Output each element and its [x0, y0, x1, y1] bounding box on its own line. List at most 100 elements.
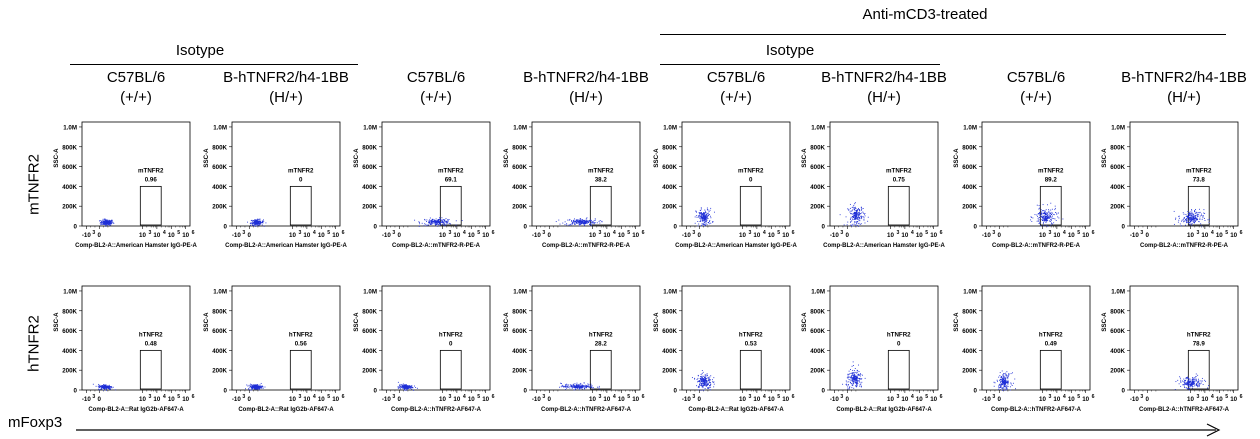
event-dot — [441, 221, 443, 223]
gate-value: 0 — [449, 340, 453, 347]
event-dot — [701, 376, 702, 378]
event-dot — [1044, 210, 1046, 212]
event-dot — [1185, 218, 1187, 220]
event-dot — [589, 223, 591, 225]
event-dot — [700, 383, 702, 385]
event-dot — [110, 386, 112, 388]
gate-value: 0 — [897, 340, 901, 347]
event-dot — [854, 379, 856, 381]
event-dot — [406, 385, 408, 387]
x-tick-label: 0 — [548, 232, 552, 239]
event-dot — [1055, 220, 1057, 221]
x-tick-label: 10 — [468, 396, 475, 403]
event-dot — [856, 372, 858, 374]
event-dot — [1194, 215, 1196, 217]
event-dot — [577, 384, 579, 386]
event-dot — [431, 219, 433, 221]
y-tick-label: 800K — [512, 308, 527, 315]
event-dot — [856, 217, 858, 219]
event-dot — [1194, 221, 1196, 223]
event-dot — [855, 209, 857, 211]
event-dot — [581, 220, 583, 222]
x-tick-label: 0 — [998, 396, 1002, 403]
event-dot — [856, 214, 857, 216]
event-dot — [854, 377, 855, 379]
event-dot — [1048, 210, 1050, 212]
event-dot — [577, 222, 579, 224]
event-dot — [1038, 223, 1040, 225]
event-dot — [1191, 210, 1193, 212]
event-dot — [1178, 215, 1180, 217]
event-dot — [1050, 219, 1052, 220]
event-dot — [103, 387, 105, 389]
event-dot — [408, 387, 410, 389]
y-tick-label: 1.0M — [363, 288, 377, 295]
event-dot — [590, 220, 592, 222]
event-dot — [259, 224, 261, 226]
event-dot — [111, 222, 113, 224]
event-dot — [402, 383, 404, 385]
event-dot — [846, 384, 848, 386]
event-dot — [860, 206, 862, 208]
event-dot — [592, 388, 594, 390]
event-dot — [859, 214, 861, 216]
event-dot — [403, 389, 405, 391]
gate — [887, 349, 910, 390]
event-dot — [405, 385, 407, 387]
event-dot — [699, 383, 700, 385]
event-dot — [570, 384, 572, 386]
event-dot — [582, 385, 584, 387]
event-dot — [103, 384, 105, 386]
event-dot — [1197, 215, 1199, 217]
event-dot — [855, 385, 857, 386]
event-dot — [851, 372, 853, 374]
event-dot — [587, 383, 589, 385]
event-dot — [589, 220, 591, 222]
event-dot — [859, 213, 861, 214]
event-dot — [1047, 217, 1049, 219]
x-tick-exponent: 3 — [1048, 394, 1051, 400]
event-dot — [576, 222, 578, 224]
event-dot — [437, 220, 439, 221]
event-dot — [103, 389, 105, 391]
event-dot — [1189, 212, 1191, 214]
event-dot — [405, 389, 407, 391]
event-dot — [435, 223, 437, 225]
event-dot — [852, 209, 853, 211]
event-dot — [437, 224, 439, 225]
event-dot — [701, 214, 703, 215]
x-tick-exponent: 5 — [477, 230, 480, 236]
event-dot — [856, 210, 858, 212]
event-dot — [258, 223, 260, 225]
event-dot — [579, 218, 581, 220]
x-tick-label: 10 — [289, 396, 296, 403]
event-dot — [1042, 220, 1044, 221]
event-dot — [257, 387, 259, 389]
event-dot — [696, 211, 697, 213]
event-dot — [261, 386, 263, 388]
event-dot — [705, 382, 707, 384]
event-dot — [864, 215, 866, 217]
event-dot — [858, 219, 860, 221]
event-dot — [706, 217, 708, 219]
event-dot — [849, 203, 851, 205]
event-dot — [848, 387, 850, 389]
event-dot — [697, 381, 699, 383]
event-dot — [411, 387, 413, 389]
y-tick-label: 200K — [662, 204, 677, 211]
event-dot — [99, 386, 101, 388]
event-dot — [1194, 217, 1195, 219]
event-dot — [424, 218, 426, 220]
y-tick-label: 1.0M — [963, 288, 977, 295]
event-dot — [579, 387, 581, 388]
gate-name: hTNFR2 — [589, 331, 613, 338]
event-dot — [1039, 217, 1041, 219]
x-tick-exponent: 5 — [925, 394, 928, 400]
event-dot — [573, 218, 575, 220]
event-dot — [579, 385, 581, 387]
gate — [1187, 185, 1210, 226]
x-tick-label: 10 — [901, 232, 908, 239]
event-dot — [254, 220, 256, 222]
event-dot — [1188, 221, 1190, 223]
x-tick-exponent: 3 — [298, 394, 301, 400]
